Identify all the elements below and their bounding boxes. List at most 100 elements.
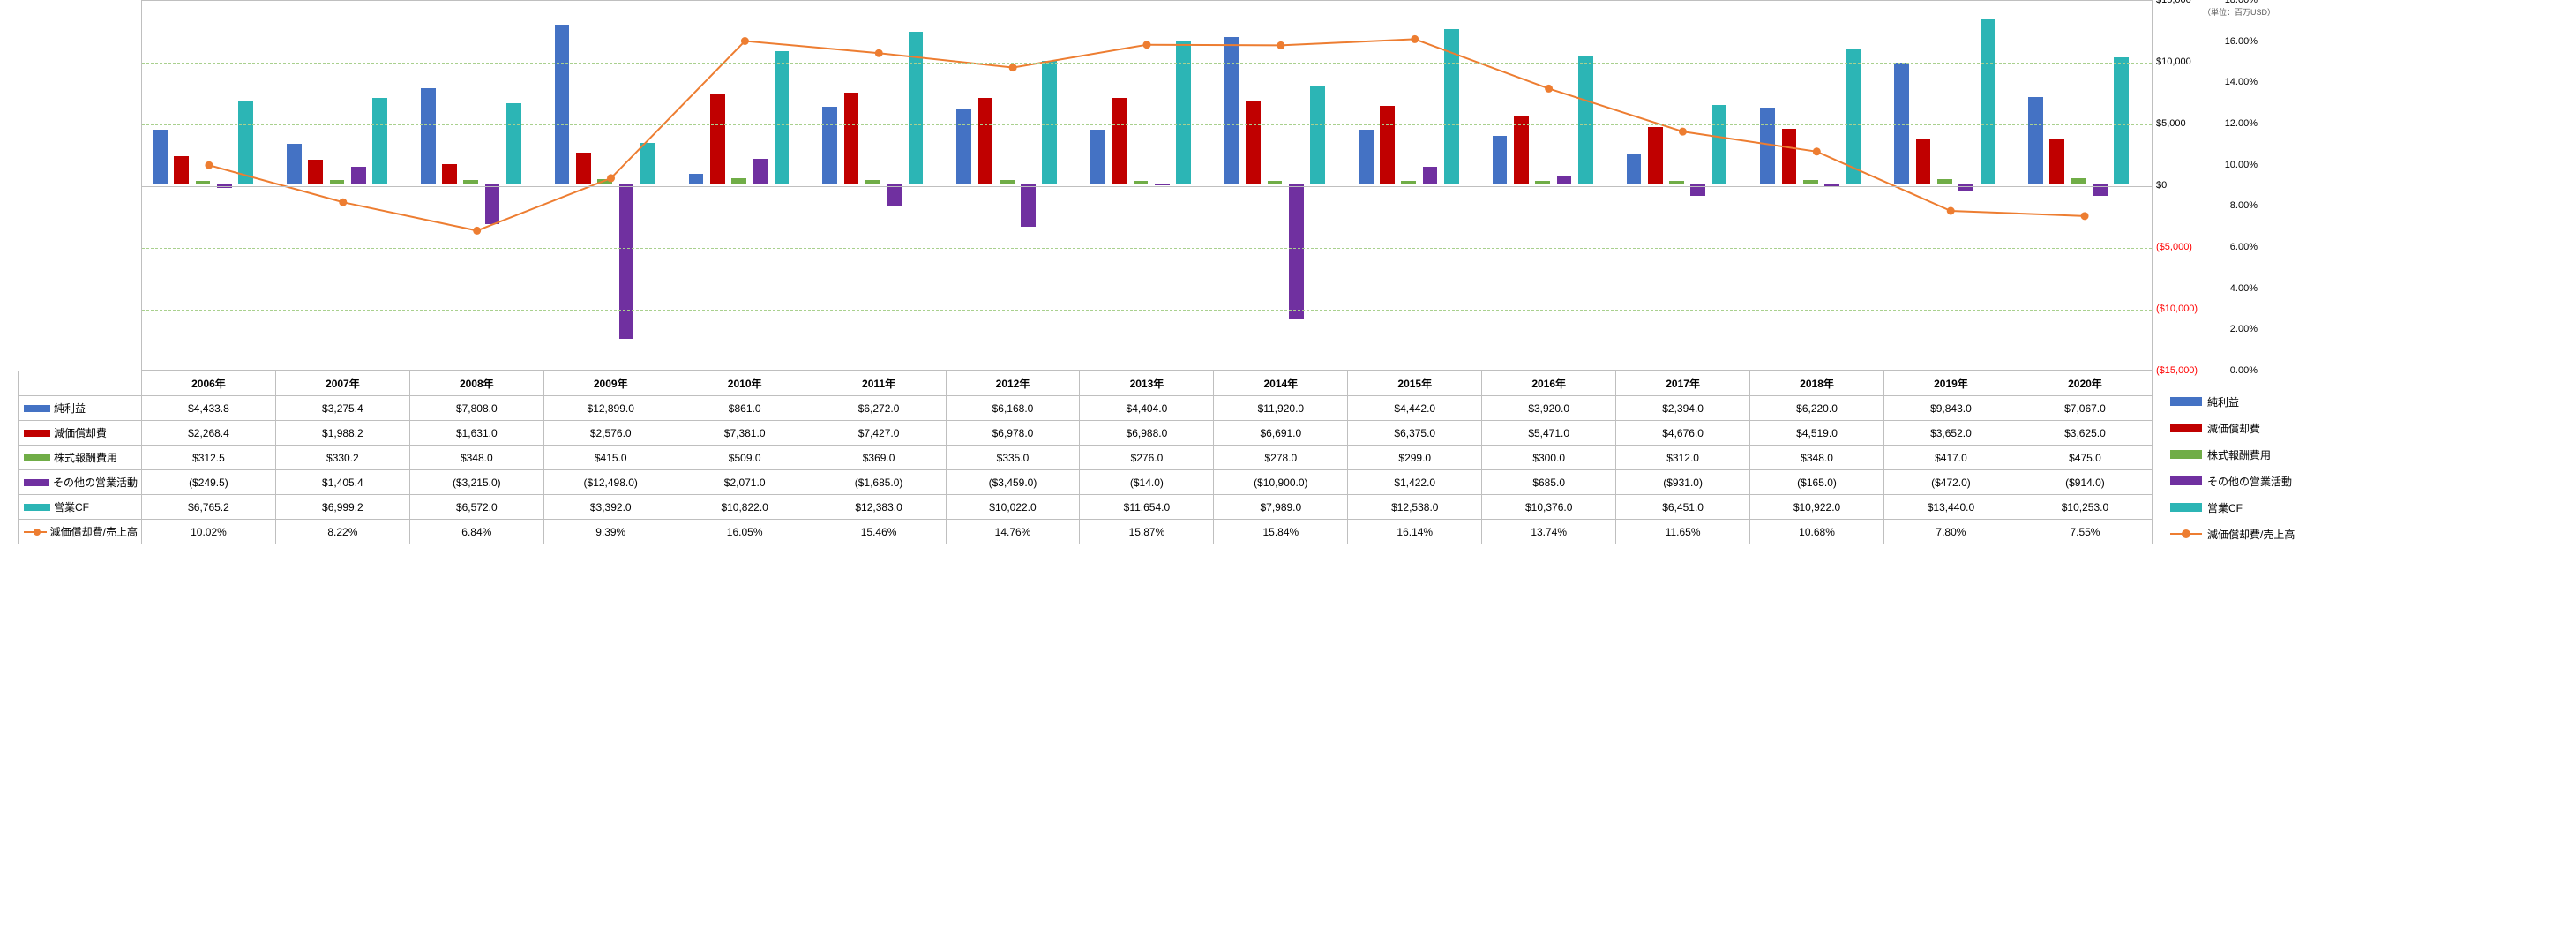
cell-op_cf: $12,383.0 [812,495,946,520]
cell-other_ops: ($165.0) [1750,470,1884,495]
cell-stock_comp: $348.0 [1750,446,1884,470]
cell-ratio: 15.46% [812,520,946,544]
right-axis-tick: 6.00% [2230,242,2258,252]
cell-stock_comp: $415.0 [543,446,678,470]
cell-net_income: $2,394.0 [1616,396,1750,421]
cell-depreciation: $5,471.0 [1482,421,1616,446]
left-axis-tick: ($10,000) [2156,304,2205,314]
cell-op_cf: $10,253.0 [2018,495,2152,520]
cell-net_income: $4,442.0 [1348,396,1482,421]
year-header: 2008年 [409,371,543,396]
year-header: 2015年 [1348,371,1482,396]
right-axis-tick: 18.00% [2225,0,2258,5]
left-axis-tick: $10,000 [2156,56,2205,67]
series-label-other_ops: その他の営業活動 [19,470,142,495]
right-axis-tick: 8.00% [2230,200,2258,211]
cell-depreciation: $7,427.0 [812,421,946,446]
cell-depreciation: $3,625.0 [2018,421,2152,446]
cell-ratio: 15.87% [1080,520,1214,544]
cell-stock_comp: $312.0 [1616,446,1750,470]
year-header: 2011年 [812,371,946,396]
cell-ratio: 7.55% [2018,520,2152,544]
cell-ratio: 6.84% [409,520,543,544]
cell-other_ops: ($1,685.0) [812,470,946,495]
cell-other_ops: ($3,215.0) [409,470,543,495]
year-header: 2009年 [543,371,678,396]
cell-net_income: $12,899.0 [543,396,678,421]
cell-ratio: 10.68% [1750,520,1884,544]
unit-label: （単位：百万USD） [2203,6,2275,18]
cell-depreciation: $3,652.0 [1883,421,2018,446]
cell-other_ops: ($14.0) [1080,470,1214,495]
legend-item-op_cf: 営業CF [2170,494,2558,521]
left-axis-tick: ($15,000) [2156,365,2205,376]
chart-plot-area: （単位：百万USD） $15,000$10,000$5,000$0($5,000… [141,0,2153,371]
cell-op_cf: $10,022.0 [946,495,1080,520]
legend-item-net_income: 純利益 [2170,388,2558,415]
cell-op_cf: $6,999.2 [275,495,409,520]
left-axis-tick: $0 [2156,180,2205,191]
cell-op_cf: $10,376.0 [1482,495,1616,520]
legend-right: 純利益減価償却費株式報酬費用その他の営業活動営業CF減価償却費/売上高 [2170,388,2558,547]
cell-other_ops: $2,071.0 [678,470,812,495]
legend-item-ratio: 減価償却費/売上高 [2170,521,2558,547]
cell-depreciation: $1,631.0 [409,421,543,446]
cell-ratio: 10.02% [142,520,276,544]
cell-depreciation: $1,988.2 [275,421,409,446]
year-header: 2019年 [1883,371,2018,396]
cell-depreciation: $7,381.0 [678,421,812,446]
cell-ratio: 13.74% [1482,520,1616,544]
year-header: 2013年 [1080,371,1214,396]
cell-ratio: 15.84% [1214,520,1348,544]
cell-depreciation: $2,576.0 [543,421,678,446]
cell-op_cf: $6,451.0 [1616,495,1750,520]
legend-item-depreciation: 減価償却費 [2170,415,2558,441]
data-table: 2006年2007年2008年2009年2010年2011年2012年2013年… [18,371,2153,544]
cell-stock_comp: $276.0 [1080,446,1214,470]
year-header: 2010年 [678,371,812,396]
cell-ratio: 7.80% [1883,520,2018,544]
right-axis-tick: 0.00% [2230,365,2258,376]
year-header: 2020年 [2018,371,2152,396]
cell-ratio: 9.39% [543,520,678,544]
cell-net_income: $861.0 [678,396,812,421]
cell-stock_comp: $417.0 [1883,446,2018,470]
cell-net_income: $7,067.0 [2018,396,2152,421]
legend-item-stock_comp: 株式報酬費用 [2170,441,2558,468]
year-header: 2018年 [1750,371,1884,396]
cell-stock_comp: $335.0 [946,446,1080,470]
cell-stock_comp: $369.0 [812,446,946,470]
cell-stock_comp: $509.0 [678,446,812,470]
cell-depreciation: $6,988.0 [1080,421,1214,446]
cell-other_ops: ($3,459.0) [946,470,1080,495]
cell-net_income: $6,168.0 [946,396,1080,421]
cell-net_income: $3,275.4 [275,396,409,421]
cell-op_cf: $11,654.0 [1080,495,1214,520]
cell-depreciation: $4,676.0 [1616,421,1750,446]
right-axis-tick: 12.00% [2225,118,2258,129]
cell-net_income: $9,843.0 [1883,396,2018,421]
legend-item-other_ops: その他の営業活動 [2170,468,2558,494]
left-axis-tick: $5,000 [2156,118,2205,129]
left-axis-tick: ($5,000) [2156,242,2205,252]
cell-ratio: 16.14% [1348,520,1482,544]
cell-op_cf: $12,538.0 [1348,495,1482,520]
cell-other_ops: ($249.5) [142,470,276,495]
cell-net_income: $7,808.0 [409,396,543,421]
year-header: 2016年 [1482,371,1616,396]
cell-stock_comp: $475.0 [2018,446,2152,470]
right-axis-tick: 14.00% [2225,77,2258,87]
series-label-ratio: 減価償却費/売上高 [19,520,142,544]
series-label-op_cf: 営業CF [19,495,142,520]
cell-other_ops: ($931.0) [1616,470,1750,495]
cell-stock_comp: $330.2 [275,446,409,470]
cell-other_ops: ($914.0) [2018,470,2152,495]
cell-net_income: $11,920.0 [1214,396,1348,421]
cell-depreciation: $6,691.0 [1214,421,1348,446]
cell-op_cf: $7,989.0 [1214,495,1348,520]
cell-other_ops: ($472.0) [1883,470,2018,495]
cell-depreciation: $6,978.0 [946,421,1080,446]
year-header: 2017年 [1616,371,1750,396]
cell-net_income: $4,404.0 [1080,396,1214,421]
right-axis-tick: 10.00% [2225,160,2258,170]
